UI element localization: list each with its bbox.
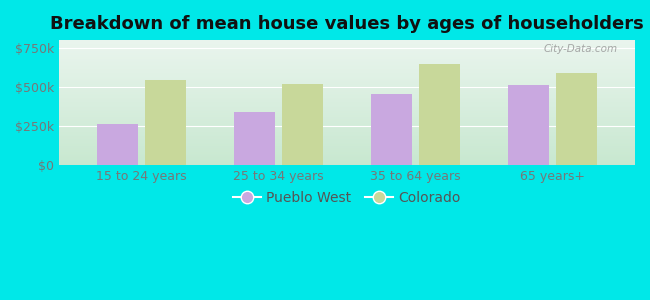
Bar bbox=[145, 80, 186, 165]
Text: City-Data.com: City-Data.com bbox=[543, 44, 618, 54]
Title: Breakdown of mean house values by ages of householders: Breakdown of mean house values by ages o… bbox=[50, 15, 644, 33]
Bar bbox=[556, 73, 597, 165]
Bar bbox=[419, 64, 460, 165]
Bar bbox=[508, 85, 549, 165]
Legend: Pueblo West, Colorado: Pueblo West, Colorado bbox=[227, 185, 467, 210]
Bar bbox=[371, 94, 412, 165]
Bar bbox=[282, 84, 323, 165]
Bar bbox=[97, 124, 138, 165]
Bar bbox=[234, 112, 275, 165]
